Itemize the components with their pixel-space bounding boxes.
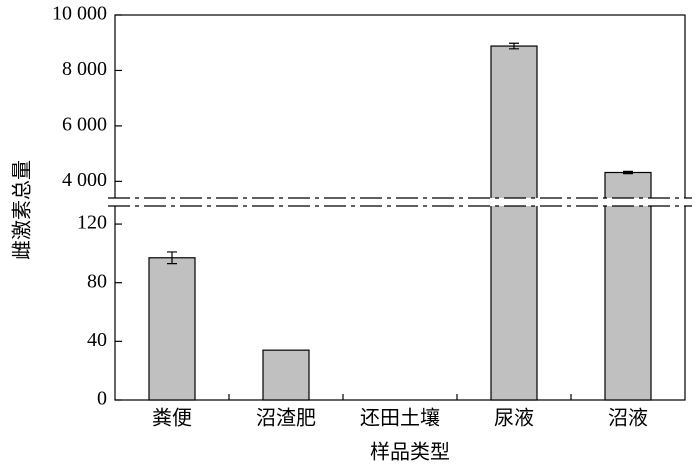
y-axis-label: 雌激素总量	[11, 160, 34, 260]
x-tick-label: 尿液	[494, 407, 534, 430]
y-tick-label: 40	[87, 329, 107, 351]
x-tick-label: 粪便	[152, 407, 192, 430]
error-bar	[623, 170, 633, 175]
y-tick-label: 8 000	[62, 58, 107, 80]
x-tick-label: 沼渣肥	[256, 407, 316, 430]
bar	[148, 257, 196, 401]
bar	[490, 45, 538, 401]
y-tick-label: 4 000	[62, 169, 107, 191]
y-tick-label: 6 000	[62, 114, 107, 136]
error-bar	[509, 42, 519, 50]
y-tick-label: 120	[77, 212, 107, 234]
error-bar	[167, 251, 177, 265]
bar	[604, 171, 652, 401]
x-axis-label: 样品类型	[370, 441, 450, 464]
y-tick-label: 80	[87, 270, 107, 292]
plot-frame	[114, 14, 686, 401]
y-tick-label: 0	[97, 388, 107, 410]
axis-break	[108, 198, 692, 206]
bar	[262, 349, 310, 401]
x-tick-label: 沼液	[608, 407, 648, 430]
x-tick-label: 还田土壤	[360, 407, 440, 430]
y-tick-label: 10 000	[52, 3, 107, 25]
